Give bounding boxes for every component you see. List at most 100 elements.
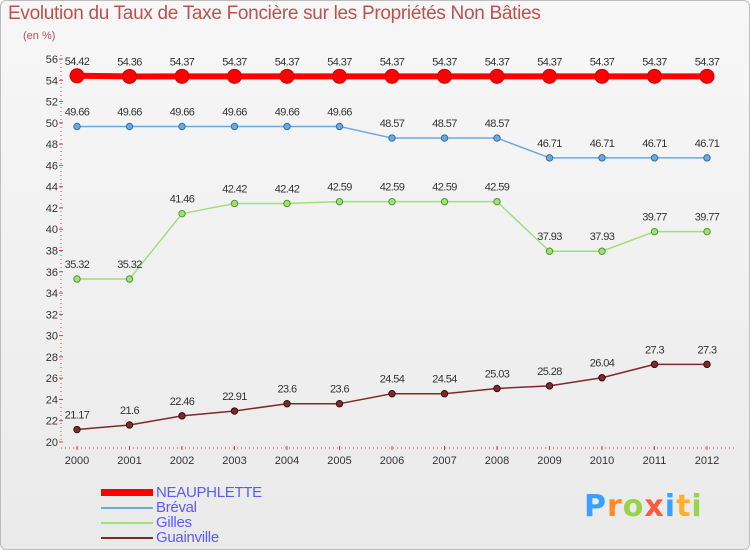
data-label-gilles: 42.42 [222,183,247,195]
data-label-guainville: 22.46 [170,396,195,408]
x-tick-label: 2010 [590,455,614,467]
y-tick-label: 32 [46,309,58,321]
data-label-breval: 48.57 [380,118,405,130]
legend-item-breval: Bréval [101,500,262,515]
data-label-neauphlette: 54.37 [275,56,300,68]
legend-item-gilles: Gilles [101,515,262,530]
data-point-breval [230,122,239,131]
legend-label-neauphlette: NEAUPHLETTE [156,484,262,501]
data-point-neauphlette [279,68,295,84]
data-label-neauphlette: 54.37 [695,56,720,68]
y-tick-label: 24 [46,394,58,406]
data-point-gilles [230,199,239,208]
data-label-guainville: 22.91 [222,391,247,403]
data-label-guainville: 27.3 [697,344,716,356]
data-point-guainville [125,421,134,429]
data-label-breval: 49.66 [117,106,142,118]
data-point-gilles [125,275,134,283]
data-point-neauphlette [69,68,85,84]
data-point-gilles [493,197,501,206]
legend-swatch-gilles [101,521,153,524]
y-tick-label: 36 [46,267,58,279]
data-point-breval [178,122,186,131]
proxiti-logo: Proxiti [584,489,703,524]
data-label-guainville: 21.6 [120,405,139,417]
x-tick-label: 2001 [117,455,141,467]
y-tick-label: 34 [46,288,58,300]
data-point-guainville [598,374,606,382]
data-point-guainville [335,400,344,408]
data-point-neauphlette [332,68,347,84]
data-point-neauphlette [174,68,190,84]
data-point-neauphlette [122,68,137,84]
data-point-guainville [388,389,396,398]
y-tick-label: 46 [46,160,58,172]
data-point-guainville [440,389,449,398]
data-label-gilles: 42.59 [327,182,352,194]
data-point-neauphlette [384,68,400,84]
data-point-breval [125,122,134,131]
data-point-breval [650,154,659,162]
data-point-neauphlette [437,68,452,84]
y-tick-label: 50 [46,118,58,130]
data-label-neauphlette: 54.37 [537,56,562,68]
chart-title: Evolution du Taux de Taxe Foncière sur l… [8,3,541,24]
data-point-gilles [178,209,186,218]
data-point-gilles [73,275,81,283]
y-tick-label: 30 [46,331,58,343]
data-label-guainville: 24.54 [380,374,405,386]
y-tick-label: 56 [46,54,58,66]
data-point-gilles [388,197,396,206]
data-label-guainville: 25.28 [537,366,562,378]
data-label-gilles: 35.32 [65,259,90,271]
data-point-guainville [178,412,186,420]
data-label-breval: 49.66 [275,106,300,118]
data-label-guainville: 23.6 [277,384,296,396]
data-label-neauphlette: 54.37 [380,56,405,68]
data-point-gilles [440,197,449,206]
data-label-breval: 46.71 [695,138,720,150]
data-label-neauphlette: 54.36 [117,56,142,68]
data-point-neauphlette [647,68,662,84]
data-label-breval: 49.66 [327,106,352,118]
data-label-gilles: 41.46 [170,194,195,206]
legend-swatch-neauphlette [101,489,153,496]
data-label-neauphlette: 54.37 [170,56,195,68]
data-label-guainville: 26.04 [590,358,615,370]
x-tick-label: 2008 [485,455,509,467]
data-point-neauphlette [227,68,242,84]
data-label-neauphlette: 54.42 [65,56,90,68]
data-point-breval [598,154,606,162]
y-tick-label: 42 [46,203,58,215]
data-point-gilles [283,199,291,208]
data-label-neauphlette: 54.37 [485,56,510,68]
data-label-guainville: 25.03 [485,368,510,380]
data-point-gilles [650,227,659,236]
x-tick-label: 2003 [222,455,246,467]
data-label-neauphlette: 54.37 [222,56,247,68]
data-label-neauphlette: 54.37 [432,56,457,68]
data-label-guainville: 24.54 [432,374,457,386]
data-point-neauphlette [699,68,715,84]
data-point-guainville [650,360,659,369]
y-tick-label: 44 [46,182,58,194]
y-tick-label: 54 [46,75,58,87]
legend-swatch-breval [101,506,153,509]
data-point-guainville [230,407,239,415]
x-tick-label: 2002 [170,455,194,467]
legend-item-neauphlette: NEAUPHLETTE [101,485,262,500]
logo-letter: P [584,489,607,524]
data-point-breval [493,134,501,142]
logo-letter: r [607,489,623,524]
logo-letter: x [644,489,665,524]
chart-legend: NEAUPHLETTE Bréval Gilles Guainville [101,485,262,545]
legend-item-guainville: Guainville [101,530,262,545]
x-tick-label: 2012 [695,455,719,467]
data-label-gilles: 39.77 [642,212,667,224]
y-tick-label: 26 [46,373,58,385]
data-point-guainville [73,425,81,434]
x-tick-label: 2000 [65,455,89,467]
data-point-breval [283,122,291,131]
data-point-gilles [703,227,711,236]
